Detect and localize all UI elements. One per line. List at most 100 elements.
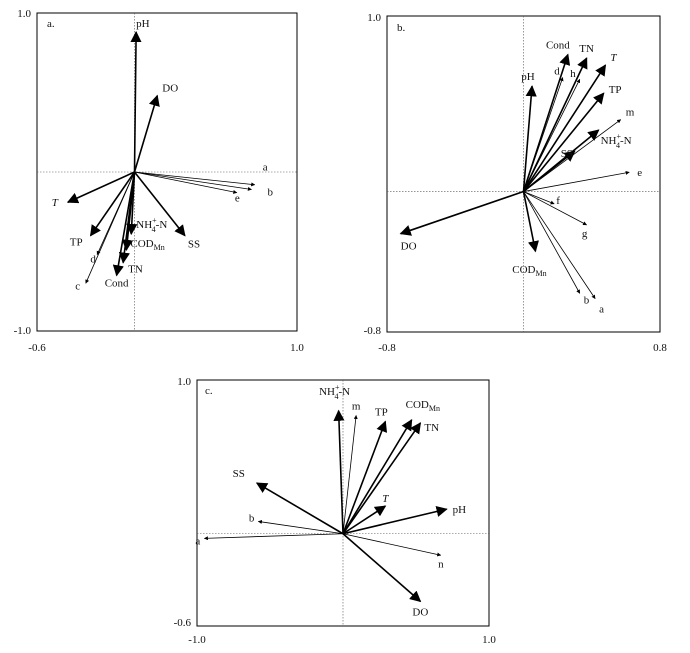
panel-a-label-codmn: CODMn	[130, 238, 164, 252]
panel-c-label-nh4-n: NH+ 4-N	[319, 383, 350, 401]
panel-c-title: c.	[205, 385, 213, 397]
panel-c-env-arrow-ss	[255, 482, 344, 535]
panel-a-species-arrow-c	[85, 171, 135, 284]
panel-b-env-arrow-tn	[522, 57, 588, 192]
panel-b-label-codmn: CODMn	[512, 264, 546, 278]
panel-a-xtick-right: 1.0	[290, 342, 304, 354]
panel-c-label-t: T	[382, 493, 389, 505]
panel-c-label-tp: TP	[375, 407, 388, 419]
panel-a-label-d: d	[90, 254, 96, 266]
panel-c-label-b: b	[249, 512, 255, 524]
panel-b-xtick-right: 0.8	[653, 342, 667, 354]
panel-b-label-b: b	[584, 294, 590, 306]
panel-a-species-arrow-b	[134, 171, 252, 191]
panel-c-species-arrow-n	[342, 533, 442, 557]
panel-c-ytick-top: 1.0	[177, 376, 191, 388]
panel-a-label-nh4-n: NH+ 4-N	[136, 216, 167, 234]
panel-c-label-ss: SS	[233, 468, 245, 480]
panel-a-label-t: T	[52, 197, 59, 209]
panel-b-label-tp: TP	[609, 84, 622, 96]
panel-b-ytick-top: 1.0	[367, 12, 381, 24]
panel-b-species-arrow-a	[523, 191, 596, 299]
panel-a-env-arrow-tp	[89, 171, 136, 237]
panel-b-species-arrow-g	[523, 191, 587, 226]
panel-a-label-ss: SS	[188, 239, 200, 251]
panel-b-env-arrow-ph	[522, 85, 537, 192]
panel-b-label-ss: SS	[561, 148, 573, 160]
panel-b-env-arrow-codmn	[522, 191, 539, 253]
panel-b-env-arrow-do	[399, 190, 524, 236]
panel-b-label-nh4-n: NH+ 4-N	[601, 132, 632, 150]
panel-b-ytick-bottom: -0.8	[364, 325, 382, 337]
panel-b-label-h: h	[570, 68, 576, 80]
panel-c-xtick-right: 1.0	[482, 634, 496, 646]
panel-c-label-codmn: CODMn	[406, 399, 440, 413]
panel-a-xtick-left: -0.6	[28, 342, 46, 354]
panel-b-label-tn: TN	[579, 43, 594, 55]
panel-b-label-d: d	[554, 65, 560, 77]
panel-a-label-a: a	[263, 162, 268, 174]
panel-c-env-arrow-tp	[342, 420, 388, 535]
panel-c-env-arrow-nh4-n	[333, 409, 345, 534]
panel-c-xtick-left: -1.0	[188, 634, 206, 646]
panel-b-species-arrow-d	[523, 77, 564, 192]
panel-a-ytick-bottom: -1.0	[14, 325, 32, 337]
panel-b-label-do: DO	[401, 241, 417, 253]
panel-a-label-cond: Cond	[105, 277, 129, 289]
panel-b-env-arrow-tp	[522, 92, 605, 193]
panel-b-label-g: g	[582, 228, 588, 240]
panel-a-title: a.	[47, 18, 55, 30]
panel-c-label-tn: TN	[424, 422, 439, 434]
panel-c-env-arrow-do	[342, 533, 422, 603]
panel-c-label-do: DO	[412, 606, 428, 618]
panel-b-label-t: T	[610, 52, 617, 64]
panel-b-species-arrow-m	[523, 119, 622, 192]
panel-a-label-tp: TP	[70, 237, 83, 249]
panel-b-species-arrow-e	[523, 170, 630, 192]
panel-c-env-arrow-ph	[342, 506, 448, 535]
panel-b-title: b.	[397, 22, 406, 34]
panel-b-vectors: Cond TN TpH TP NH+ 4-N SS DO CODMn d h m e f g ba	[387, 16, 660, 332]
panel-a-label-b: b	[268, 186, 274, 198]
panel-a-species-arrow-e	[134, 171, 238, 194]
panel-a-label-e: e	[235, 193, 240, 205]
panel-a-label-do: DO	[162, 83, 178, 95]
panel-c-env-arrow-tn	[342, 422, 422, 535]
panel-c-species-arrow-a	[203, 533, 344, 541]
panel-a-species-arrow-a	[134, 171, 256, 187]
panel-c-env-arrow-codmn	[342, 419, 413, 535]
panel-c-vectors: NH+ 4-Nm TP CODMn TN SS b a TpH n DO	[195, 380, 489, 626]
panel-c: c. 1.0 -0.6 -1.0 1.0 NH+ 4-Nm TP CODMn TN SS b…	[174, 376, 497, 646]
panel-b-xtick-left: -0.8	[378, 342, 396, 354]
panel-c-label-m: m	[352, 400, 361, 412]
panel-c-ytick-bottom: -0.6	[174, 617, 192, 629]
panel-a-label-tn: TN	[128, 264, 143, 276]
panel-c-env-arrow-t	[342, 505, 387, 535]
panel-b-label-f: f	[556, 195, 560, 207]
panel-a-env-arrow-ss	[133, 171, 186, 237]
panel-b-label-cond: Cond	[546, 40, 570, 52]
panel-c-label-n: n	[438, 558, 444, 570]
panel-b-label-a: a	[599, 304, 604, 316]
panel-a-label-ph: pH	[136, 18, 150, 30]
panel-a-label-c: c	[75, 280, 80, 292]
panel-b-species-arrow-h	[523, 78, 581, 192]
panel-c-label-a: a	[195, 535, 200, 547]
panel-b-species-arrow-f	[523, 191, 555, 205]
panel-c-species-arrow-b	[257, 519, 344, 535]
panel-a-ytick-top: 1.0	[17, 8, 31, 20]
panel-a-env-arrow-do	[133, 94, 160, 173]
panel-b-species-arrow-b	[523, 191, 581, 294]
panel-a-env-arrow-ph	[130, 30, 142, 173]
panel-c-species-arrow-m	[342, 414, 358, 534]
panel-a-env-arrow-t	[66, 171, 135, 204]
panel-a-env-arrow-nh4-n	[126, 171, 138, 236]
panel-b: b. 1.0 -0.8 -0.8 0.8 Cond TN TpH TP NH+ 4-N SS…	[364, 12, 668, 354]
panel-b-env-arrow-t	[522, 64, 607, 192]
panel-b-label-ph: pH	[521, 71, 535, 83]
panel-c-label-ph: pH	[453, 504, 467, 516]
panel-b-label-m: m	[626, 107, 635, 119]
